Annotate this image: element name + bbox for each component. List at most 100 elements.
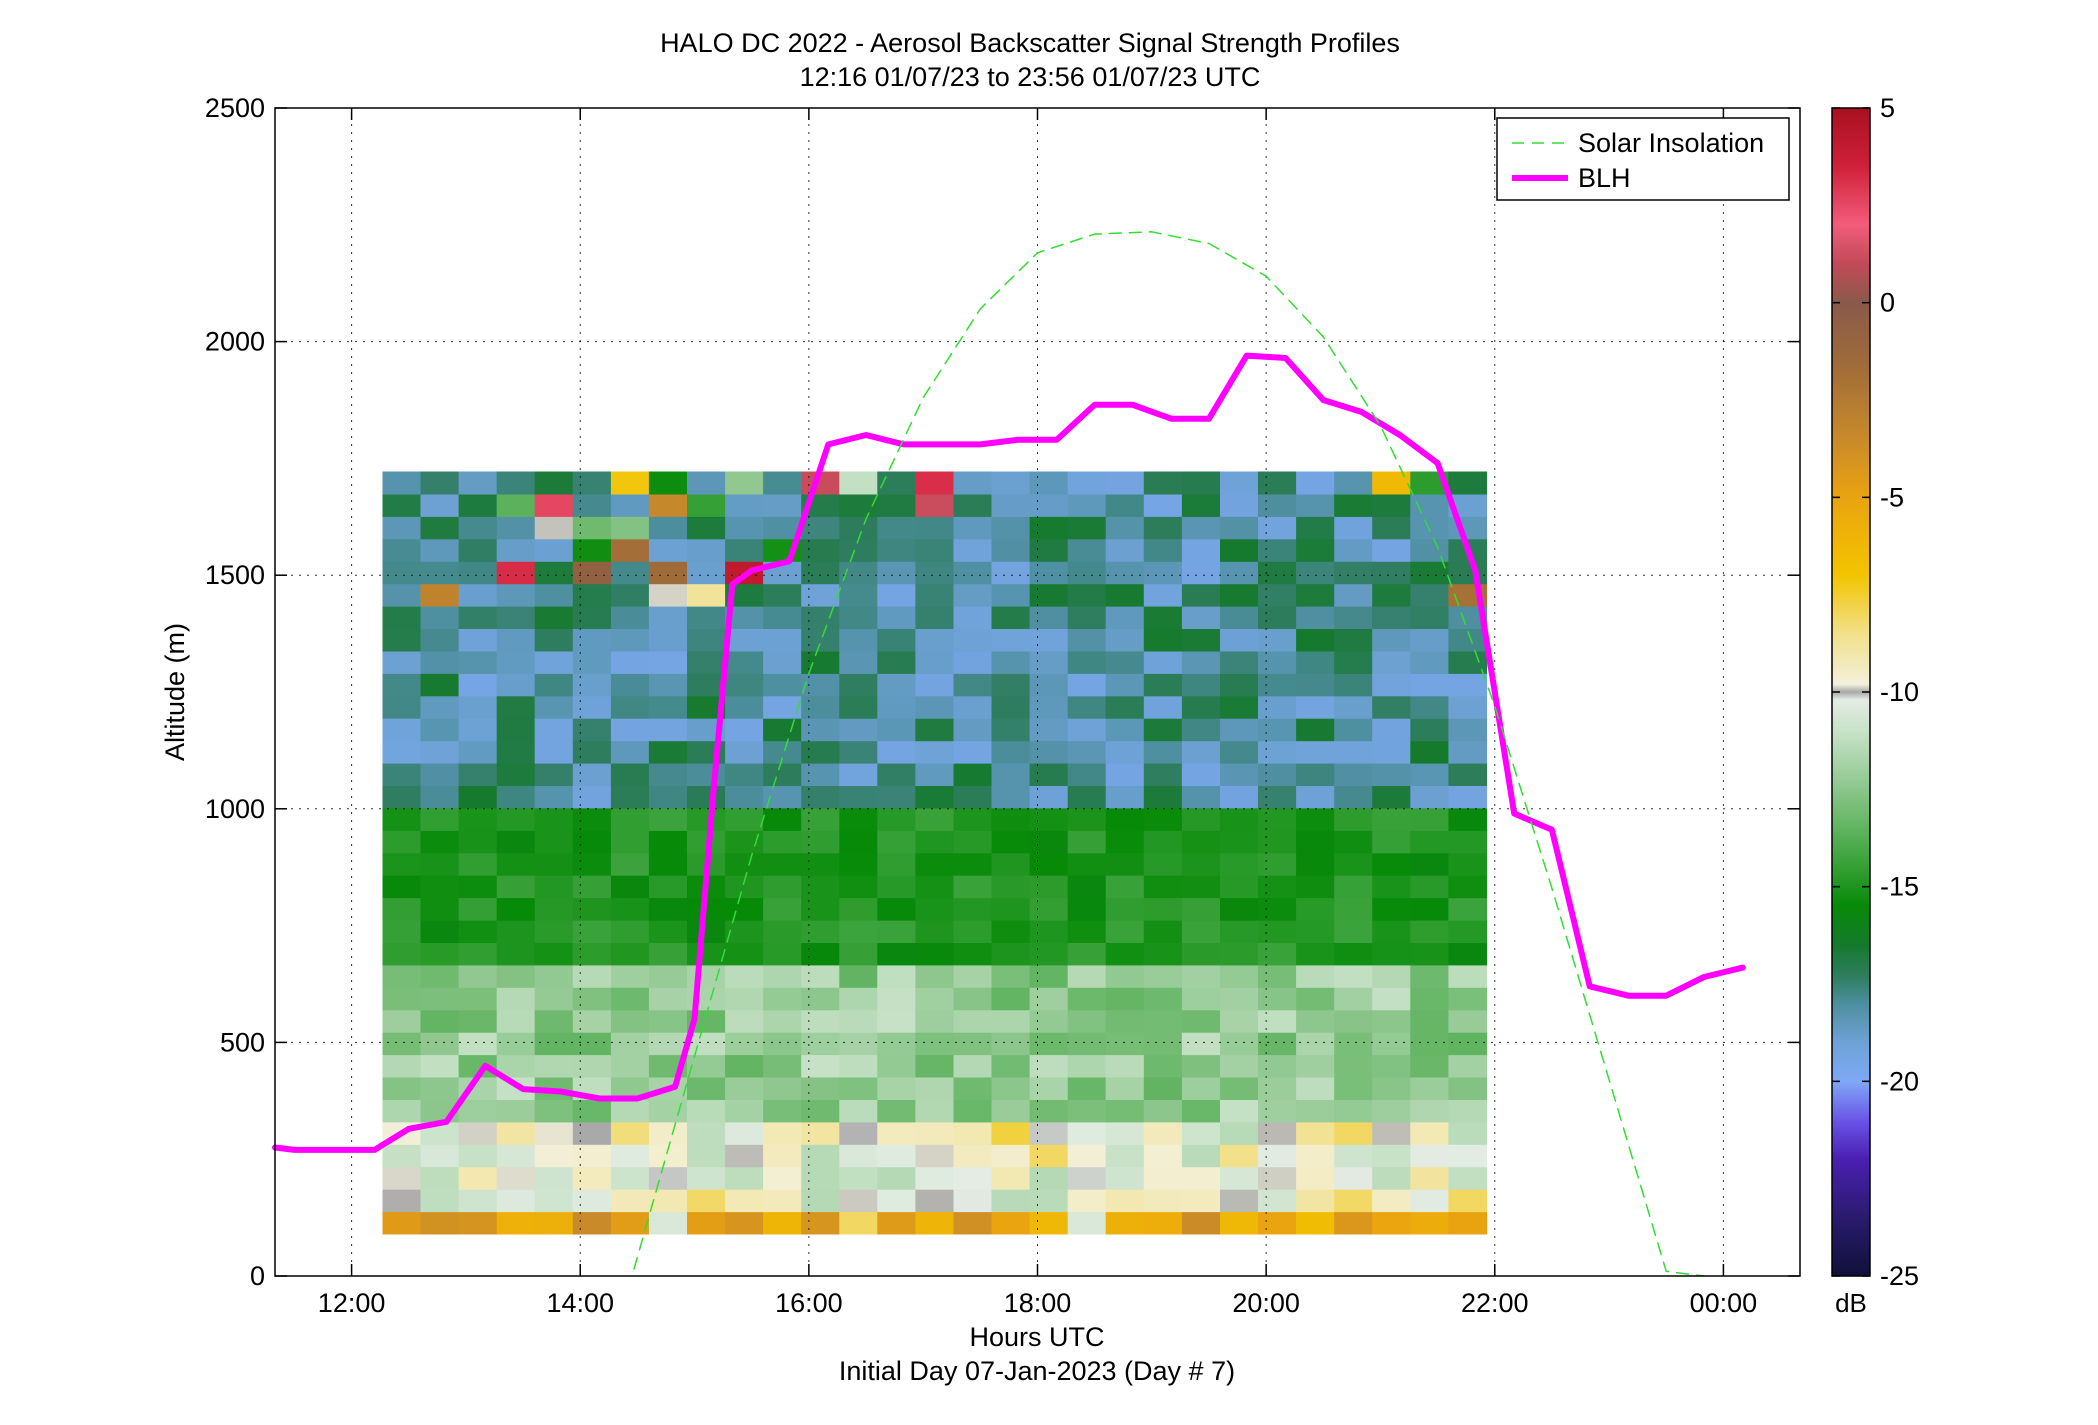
heatmap-cell — [496, 897, 536, 921]
heatmap-cell — [1296, 1144, 1335, 1168]
heatmap-cell — [534, 606, 574, 629]
heatmap-cell — [458, 897, 498, 921]
heatmap-cell — [991, 1054, 1031, 1078]
heatmap-cell — [496, 1054, 536, 1078]
heatmap-cell — [1258, 516, 1297, 540]
heatmap-cell — [420, 1009, 460, 1033]
heatmap-cell — [915, 673, 955, 697]
heatmap-cell — [801, 1166, 840, 1190]
heatmap-cell — [1258, 695, 1297, 719]
heatmap-cell — [991, 830, 1031, 854]
heatmap-cell — [953, 740, 993, 764]
heatmap-cell — [839, 650, 878, 674]
heatmap-cell — [953, 807, 993, 831]
heatmap-cell — [1067, 1099, 1107, 1123]
heatmap-cell — [1181, 1009, 1221, 1033]
heatmap-cell — [648, 1032, 688, 1056]
heatmap-cell — [991, 583, 1031, 607]
heatmap-cell — [382, 516, 422, 540]
heatmap-cell — [458, 852, 498, 876]
heatmap-cell — [801, 1211, 840, 1235]
heatmap-cell — [1410, 942, 1449, 966]
heatmap-cell — [763, 1189, 802, 1213]
heatmap-cell — [1372, 1166, 1411, 1190]
heatmap-cell — [1334, 673, 1373, 697]
heatmap-cell — [1220, 695, 1259, 719]
heatmap-cell — [496, 1189, 536, 1213]
heatmap-cell — [991, 718, 1031, 742]
heatmap-cell — [1296, 1099, 1335, 1123]
heatmap-cell — [1220, 628, 1259, 652]
heatmap-cell — [1296, 942, 1335, 966]
heatmap-cell — [610, 763, 650, 786]
heatmap-cell — [915, 763, 955, 786]
heatmap-cell — [420, 1054, 460, 1078]
heatmap-cell — [382, 538, 422, 562]
heatmap-cell — [572, 561, 612, 585]
heatmap-cell — [839, 1077, 878, 1100]
heatmap-cell — [572, 538, 612, 562]
heatmap-cell — [1372, 695, 1411, 719]
heatmap-cell — [763, 1166, 802, 1190]
heatmap-cell — [877, 628, 916, 652]
heatmap-cell — [991, 493, 1031, 517]
heatmap-cell — [1296, 1189, 1335, 1213]
heatmap-cell — [1258, 785, 1297, 809]
heatmap-cell — [915, 920, 955, 943]
heatmap-cell — [1067, 1211, 1107, 1235]
heatmap-cell — [1220, 987, 1259, 1011]
heatmap-cell — [1029, 942, 1069, 966]
heatmap-cell — [1029, 1121, 1069, 1145]
heatmap-cell — [420, 964, 460, 988]
heatmap-cell — [1296, 606, 1335, 629]
heatmap-cell — [801, 1189, 840, 1213]
heatmap-cell — [382, 650, 422, 674]
heatmap-cell — [801, 740, 840, 764]
heatmap-cell — [801, 1144, 840, 1168]
heatmap-cell — [496, 920, 536, 943]
heatmap-cell — [534, 1189, 574, 1213]
heatmap-cell — [1372, 897, 1411, 921]
heatmap-cell — [1105, 987, 1145, 1011]
heatmap-cell — [725, 1077, 764, 1100]
heatmap-cell — [1372, 650, 1411, 674]
heatmap-cell — [1105, 875, 1145, 899]
heatmap-cell — [382, 1032, 422, 1056]
heatmap-cell — [610, 538, 650, 562]
heatmap-cell — [1334, 964, 1373, 988]
heatmap-cell — [572, 897, 612, 921]
heatmap-cell — [839, 583, 878, 607]
heatmap-cell — [915, 718, 955, 742]
heatmap-cell — [1448, 1032, 1488, 1056]
heatmap-cell — [420, 920, 460, 943]
heatmap-cell — [915, 964, 955, 988]
heatmap-cell — [1143, 920, 1183, 943]
colorbar-tick-label: 0 — [1880, 288, 1895, 318]
heatmap-cell — [839, 1144, 878, 1168]
heatmap-cell — [763, 1099, 802, 1123]
heatmap-cell — [801, 695, 840, 719]
heatmap-cell — [1258, 1211, 1297, 1235]
heatmap-cell — [534, 897, 574, 921]
heatmap-cell — [458, 606, 498, 629]
heatmap-cell — [725, 875, 764, 899]
heatmap-cell — [1258, 987, 1297, 1011]
heatmap-cell — [572, 1189, 612, 1213]
heatmap-cell — [839, 920, 878, 943]
heatmap-cell — [1029, 650, 1069, 674]
heatmap-cell — [1181, 561, 1221, 585]
heatmap-cell — [1296, 1211, 1335, 1235]
heatmap-cell — [953, 695, 993, 719]
heatmap-cell — [648, 807, 688, 831]
heatmap-cell — [382, 561, 422, 585]
x-axis-sublabel: Initial Day 07-Jan-2023 (Day # 7) — [839, 1356, 1235, 1386]
heatmap-cell — [1143, 718, 1183, 742]
heatmap-cell — [1372, 1144, 1411, 1168]
heatmap-cell — [687, 1189, 726, 1213]
heatmap-cell — [725, 1166, 764, 1190]
heatmap-cell — [953, 830, 993, 854]
y-tick-label: 1000 — [205, 794, 265, 824]
heatmap-cell — [915, 538, 955, 562]
heatmap-cell — [1220, 852, 1259, 876]
heatmap-cell — [1258, 1054, 1297, 1078]
